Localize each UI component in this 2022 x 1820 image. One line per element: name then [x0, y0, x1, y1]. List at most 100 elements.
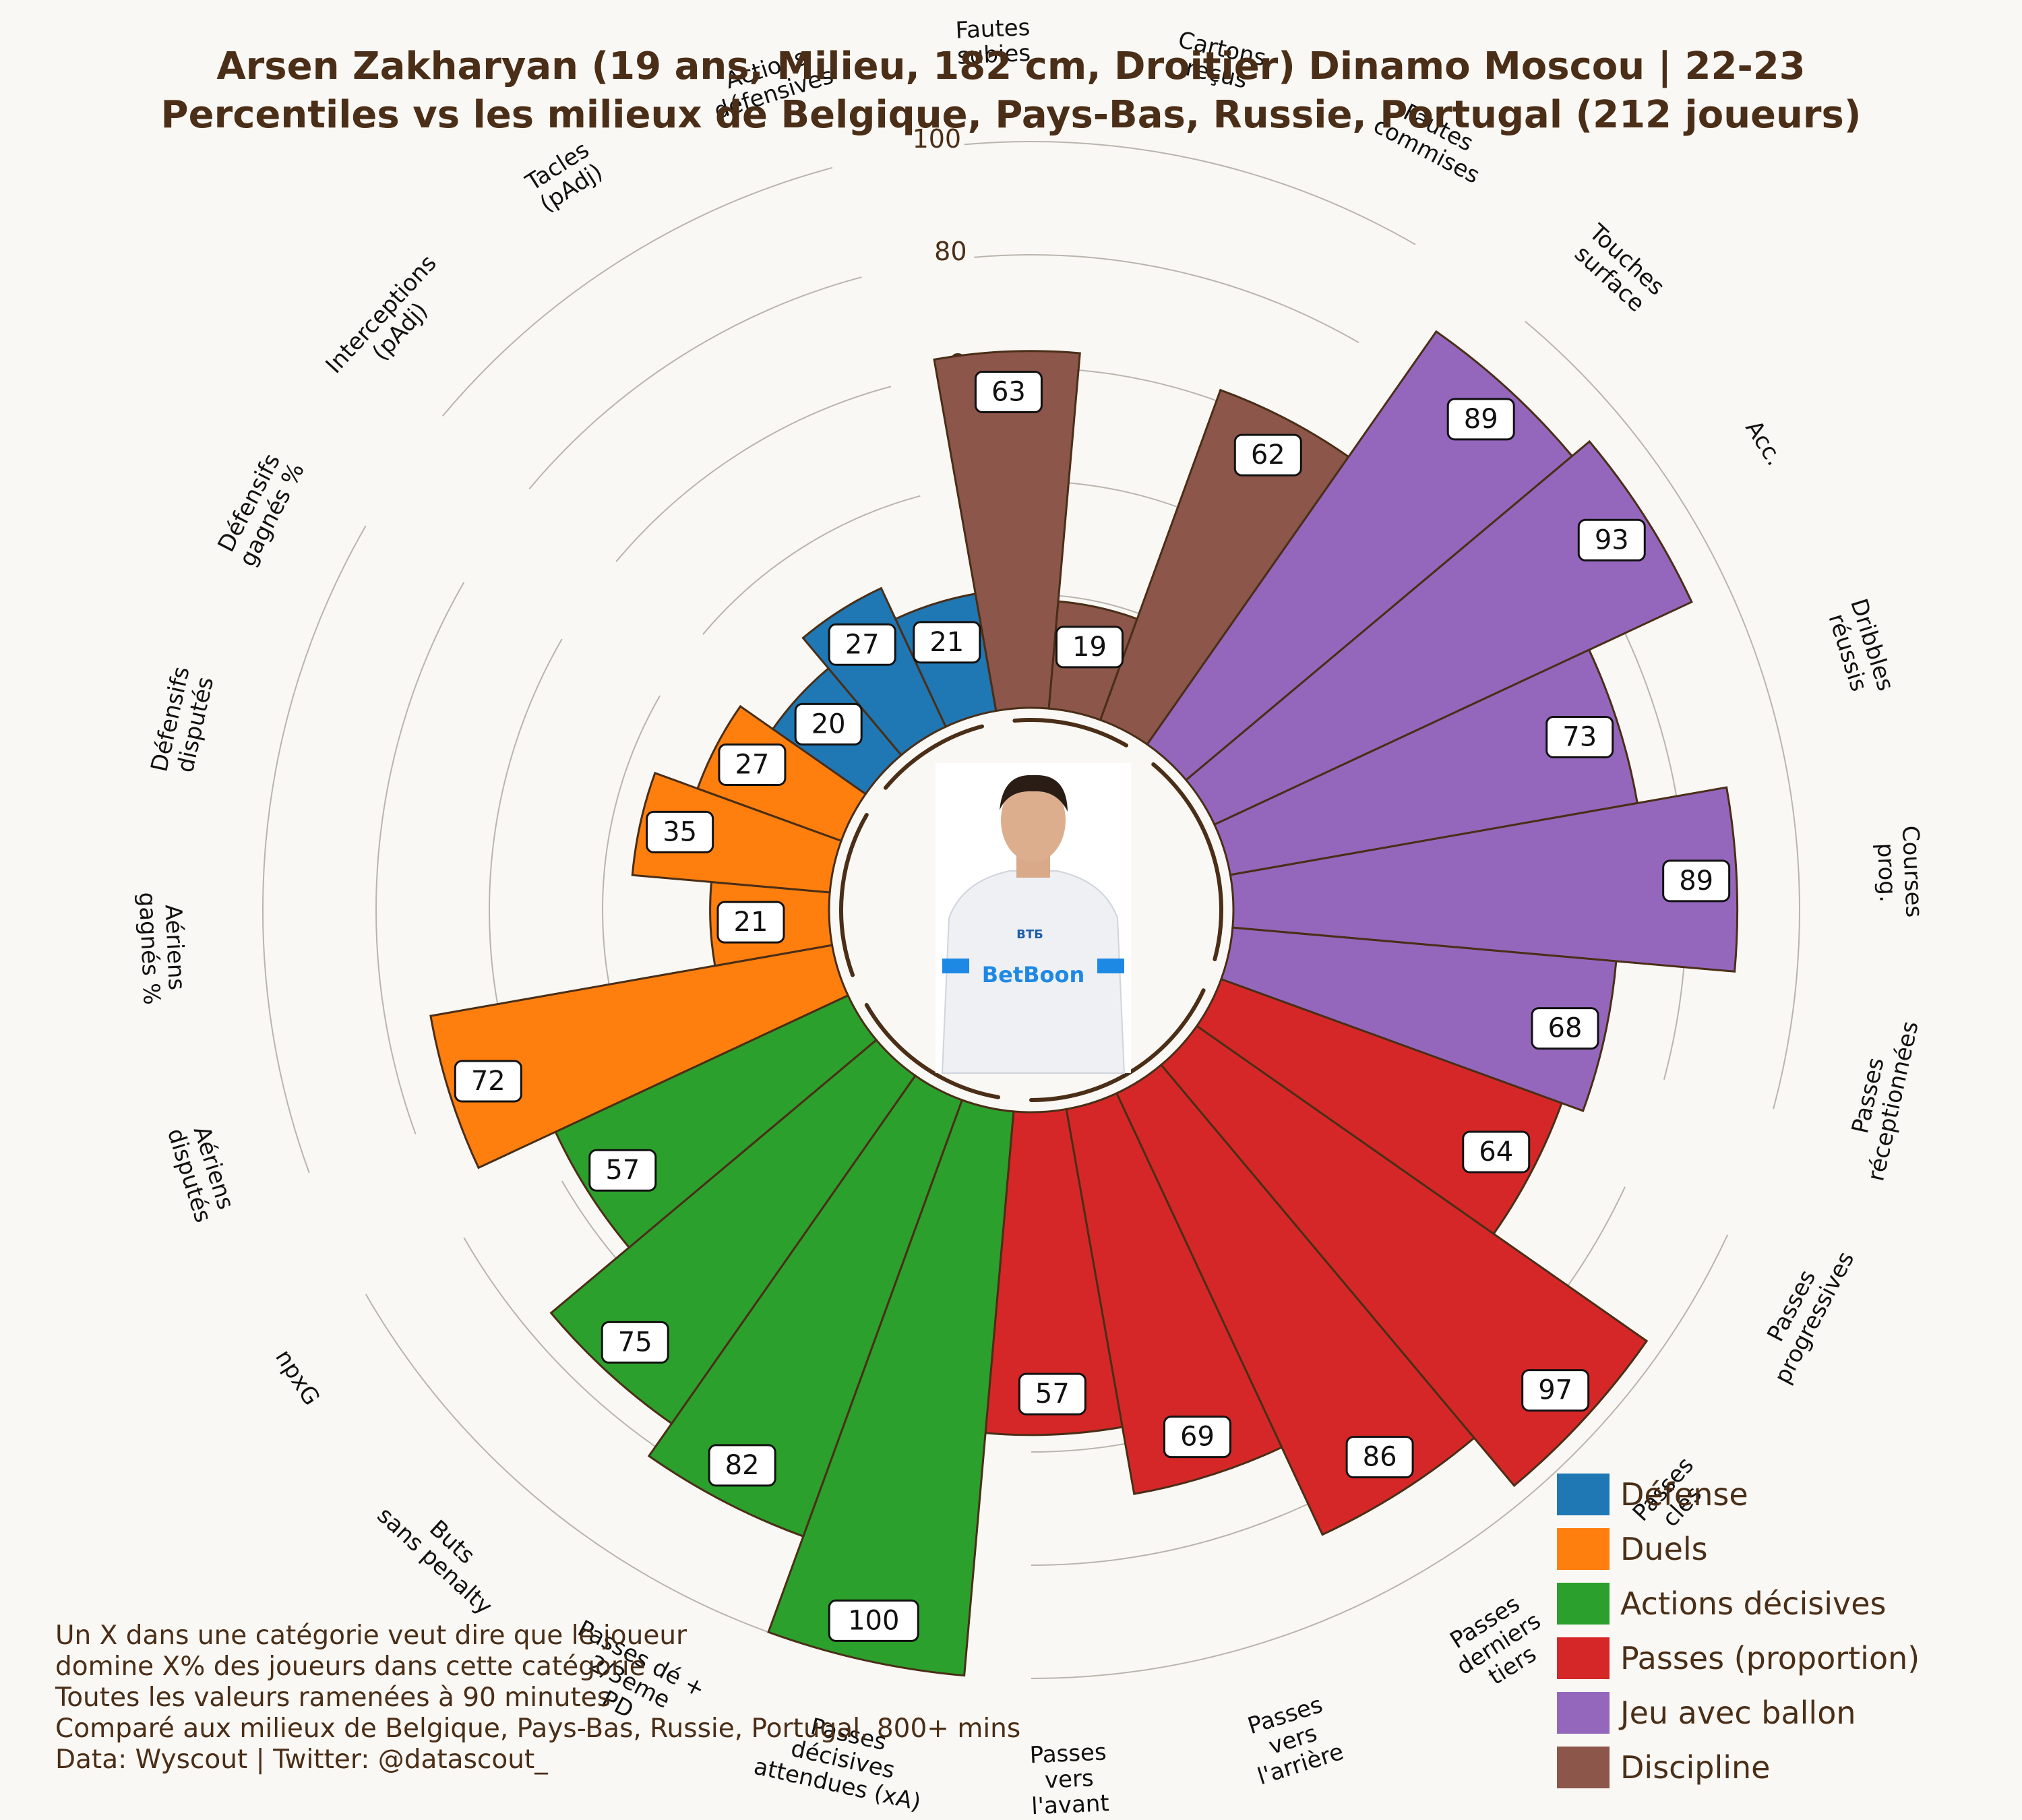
value-label-text: 19	[1072, 632, 1107, 663]
value-label-box	[646, 810, 714, 853]
value-label-text: 62	[1251, 439, 1285, 471]
value-label-box	[1531, 1007, 1599, 1050]
legend-swatch	[1557, 1746, 1610, 1788]
grid-arc	[1525, 320, 1800, 1110]
legend-swatch	[1557, 1473, 1610, 1515]
value-label: 89	[1662, 859, 1731, 903]
face	[1001, 779, 1066, 862]
bar-d-fensifs-disput-s	[631, 771, 843, 894]
category-label: Défensifsdisputés	[146, 664, 220, 780]
legend-item-actions-decisives: Actions décisives	[1557, 1576, 1920, 1631]
bar-passes-vers-l-avant	[984, 1108, 1124, 1436]
category-label: Tacles(pAdj)	[520, 136, 607, 218]
bar-passes-derniers-tiers	[1115, 1063, 1476, 1536]
bar-dribbles-r-ussis	[1213, 648, 1639, 876]
bar-courses-prog-	[1229, 786, 1739, 973]
legend-swatch	[1557, 1637, 1610, 1679]
value-label-box	[1545, 715, 1614, 758]
value-label-box	[913, 621, 981, 664]
shirt-sponsor: BetBoon	[982, 962, 1085, 988]
group-arc	[1012, 718, 1128, 748]
value-label: 72	[454, 1060, 522, 1103]
legend-label: Jeu avec ballon	[1620, 1694, 1856, 1731]
category-label: Passesprogressives	[1746, 1236, 1860, 1389]
grid-arc	[1031, 1234, 1729, 1679]
value-label-text: 68	[1548, 1013, 1583, 1044]
value-label: 63	[974, 371, 1043, 414]
category-label: Butssans penalty	[372, 1483, 515, 1620]
category-label: Coursesprog.	[1871, 825, 1928, 919]
value-label: 97	[1521, 1369, 1590, 1412]
bar-passes-vers-l-arri-re	[1065, 1091, 1283, 1495]
shirt	[941, 870, 1126, 1074]
grid-arc	[375, 582, 465, 1134]
value-label: 100	[828, 1599, 919, 1642]
value-label-box	[1662, 859, 1731, 903]
value-label-box	[1163, 1416, 1231, 1459]
chart-subtitle: Percentiles vs les milieux de Belgique, …	[160, 93, 1862, 137]
legend-swatch	[1557, 1691, 1610, 1734]
value-label: 82	[708, 1444, 776, 1487]
value-label-text: 64	[1479, 1136, 1513, 1167]
bars	[429, 330, 1739, 1677]
value-label-box	[828, 1599, 919, 1642]
tick-label: 100	[913, 124, 962, 154]
value-label: 27	[828, 623, 896, 666]
bar-a-riens-disput-s	[429, 944, 850, 1170]
value-label: 68	[1531, 1007, 1599, 1050]
value-label-box	[716, 901, 785, 944]
value-label: 64	[1462, 1130, 1531, 1174]
group-arc	[1029, 988, 1206, 1102]
value-label-text: 20	[811, 708, 846, 739]
value-label-text: 89	[1464, 404, 1498, 435]
value-label-box	[708, 1444, 776, 1487]
value-label-box	[1055, 626, 1124, 669]
value-label-box	[1018, 1372, 1086, 1416]
value-label-box	[828, 623, 896, 666]
value-label-box	[974, 371, 1043, 414]
legend-swatch	[1557, 1527, 1610, 1570]
category-label: Fautessubies	[955, 14, 1032, 70]
value-label-text: 21	[734, 907, 768, 938]
legend-swatch	[1557, 1582, 1610, 1625]
value-label-text: 35	[663, 816, 697, 847]
value-label: 73	[1545, 715, 1614, 758]
bar-fautes-commises	[1099, 388, 1350, 746]
category-label: Aériensgagnés %	[133, 890, 191, 1006]
value-label: 21	[913, 621, 981, 664]
value-label-text: 27	[845, 629, 880, 660]
player-photo: BetBoon ВТБ	[936, 763, 1131, 1074]
grid-arc	[262, 525, 367, 1174]
value-label-text: 72	[471, 1066, 506, 1097]
value-label-box	[1233, 433, 1302, 477]
value-label: 35	[646, 810, 714, 853]
legend-item-jeu-avec-ballon: Jeu avec ballon	[1557, 1685, 1920, 1740]
value-label-box	[1345, 1436, 1414, 1479]
value-label-box	[718, 743, 787, 786]
shirt-badge: ВТБ	[1016, 928, 1043, 942]
tick-label: 80	[934, 237, 967, 266]
value-label-text: 73	[1562, 721, 1597, 752]
legend-label: Duels	[1620, 1530, 1708, 1567]
value-label-box	[588, 1149, 657, 1192]
value-label: 75	[601, 1321, 669, 1364]
category-label: Touchessurface	[1566, 218, 1670, 320]
footnote-line: Data: Wyscout | Twitter: @datascout_	[55, 1745, 548, 1775]
legend-item-duels: Duels	[1557, 1521, 1920, 1576]
bar-passes-d-2-3eme-pd	[647, 1074, 964, 1538]
value-label-box	[1462, 1130, 1531, 1174]
bar-acc-	[1184, 439, 1693, 826]
sleeve-stripe	[942, 959, 969, 973]
category-label: Passesréceptionnées	[1837, 1013, 1924, 1184]
value-label: 27	[718, 743, 787, 786]
bar-fautes-subies	[933, 350, 1081, 712]
value-label-box	[1521, 1369, 1590, 1412]
group-arc	[864, 1003, 1001, 1099]
sleeve-stripe	[1097, 959, 1124, 973]
value-label: 19	[1055, 626, 1124, 669]
value-labels: 20 27 21 63 19 62 89 93 73 89 68 64 97 86 69 57 100 82 75 5…	[454, 371, 1731, 1642]
footnote-line: Toutes les valeurs ramenées à 90 minutes	[55, 1682, 611, 1713]
value-label-text: 89	[1679, 866, 1713, 897]
